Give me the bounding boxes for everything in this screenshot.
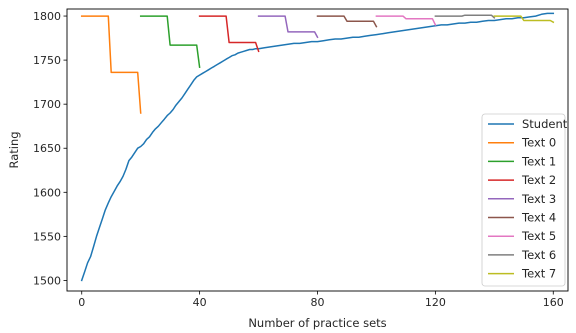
legend-label-5: Text 4	[521, 211, 556, 225]
x-axis-ticks: 0 40 80 120 160	[78, 291, 564, 309]
x-tick-label-4: 160	[543, 296, 564, 309]
legend-label-2: Text 1	[521, 154, 556, 168]
x-tick-label-2: 80	[311, 296, 325, 309]
legend-label-6: Text 5	[521, 229, 556, 243]
x-axis-label: Number of practice sets	[248, 316, 386, 330]
legend-label-8: Text 7	[521, 267, 556, 281]
series-line-8	[493, 15, 555, 24]
series-layer	[80, 12, 555, 282]
series-line-7	[434, 14, 496, 19]
y-axis-ticks: 1500 1550 1600 1650 1700 1750 1800	[33, 10, 67, 287]
legend-label-7: Text 6	[521, 248, 556, 262]
y-tick-label-5: 1750	[33, 54, 61, 67]
legend: Student Text 0 Text 1 Text 2 Text 3 Text 4 Tex…	[481, 113, 568, 287]
series-line-3	[198, 15, 260, 53]
x-tick-label-1: 40	[193, 296, 207, 309]
legend-label-3: Text 2	[521, 173, 556, 187]
y-tick-label-3: 1650	[33, 142, 61, 155]
y-tick-label-6: 1800	[33, 10, 61, 23]
y-axis-label: Rating	[7, 131, 21, 168]
y-tick-label-4: 1700	[33, 98, 61, 111]
series-line-4	[257, 15, 319, 39]
series-line-1	[80, 15, 142, 114]
series-line-5	[316, 15, 378, 28]
legend-label-1: Text 0	[521, 136, 556, 150]
series-line-2	[139, 15, 201, 69]
x-tick-label-3: 120	[425, 296, 446, 309]
series-line-6	[375, 15, 437, 26]
y-tick-label-0: 1500	[33, 274, 61, 287]
y-tick-label-2: 1600	[33, 186, 61, 199]
x-tick-label-0: 0	[78, 296, 85, 309]
legend-label-4: Text 3	[521, 192, 556, 206]
legend-label-0: Student	[522, 117, 568, 131]
legend-box	[481, 113, 566, 287]
y-tick-label-1: 1550	[33, 230, 61, 243]
series-line-0	[80, 12, 555, 282]
